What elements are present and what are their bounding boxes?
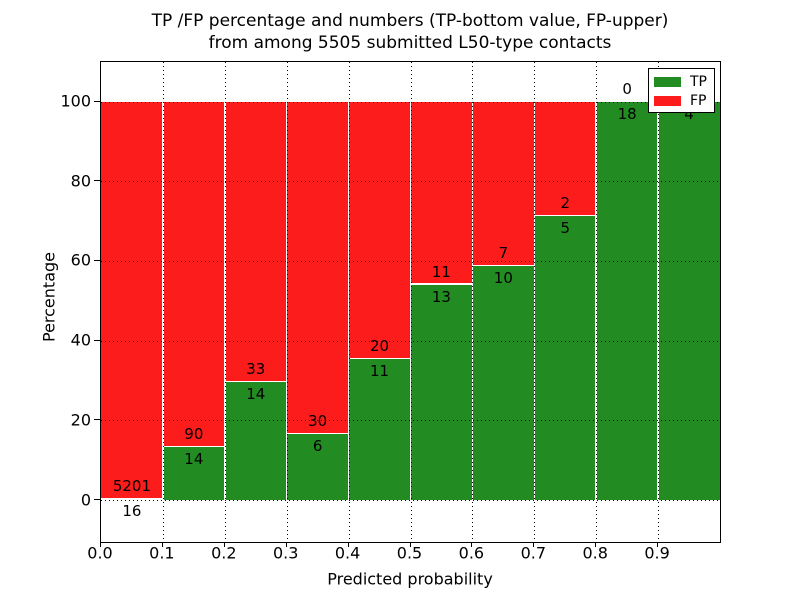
- x-tick-label: 0.6: [458, 543, 485, 563]
- bar-segment-fp: [162, 101, 225, 447]
- y-tick-label: 40: [70, 330, 91, 350]
- gridline-vertical: [658, 62, 660, 542]
- x-tick-label: 0.8: [582, 543, 608, 563]
- bar-count-label-tp: 13: [431, 287, 451, 306]
- bar-count-label-tp: 18: [617, 105, 637, 123]
- x-tick: [595, 542, 597, 547]
- bar-segment-tp: [410, 284, 473, 500]
- y-tick: [94, 259, 100, 261]
- legend-swatch: [654, 95, 681, 106]
- bar-segment-tp: [162, 446, 225, 500]
- y-tick: [94, 180, 100, 182]
- bar-count-label-fp: 7: [498, 244, 509, 263]
- bar-count-label-fp: 0: [622, 80, 632, 98]
- x-tick: [347, 542, 349, 547]
- y-tick-label: 60: [70, 250, 91, 270]
- x-tick-label: 0.7: [520, 543, 547, 563]
- chart-title: TP /FP percentage and numbers (TP-bottom…: [100, 10, 720, 54]
- x-tick: [409, 542, 411, 547]
- legend-swatch: [654, 76, 681, 87]
- x-tick-label: 0.4: [334, 543, 361, 563]
- x-tick-label: 0.3: [272, 543, 299, 563]
- bar-edge-boundary: [348, 357, 411, 360]
- bar-edge-boundary: [224, 380, 287, 383]
- bar-segment-fp: [286, 101, 349, 434]
- legend-entry-label: TP: [690, 73, 707, 90]
- legend-entry: FP: [654, 91, 714, 110]
- legend-entry: TP: [654, 72, 714, 91]
- bar-count-label-tp: 5: [560, 218, 571, 237]
- bar-count-label-fp: 2: [560, 193, 571, 212]
- bar-segment-fp: [101, 101, 163, 499]
- x-tick-label: 0.9: [644, 543, 670, 563]
- gridline-vertical: [348, 62, 350, 542]
- gridline-vertical: [596, 62, 598, 542]
- legend: TP FP: [648, 68, 715, 113]
- y-tick-label: 0: [80, 490, 91, 509]
- x-tick-label: 0.0: [87, 543, 113, 563]
- x-tick-label: 0.1: [149, 543, 175, 563]
- bar-edge-boundary: [101, 498, 163, 500]
- bar-count-label-fp: 90: [184, 424, 204, 443]
- bar-count-label-tp: 10: [493, 269, 513, 288]
- gridline-vertical: [410, 62, 412, 542]
- x-tick: [161, 542, 163, 547]
- gridline-vertical: [162, 62, 164, 542]
- bar-count-label-tp: 14: [246, 384, 266, 403]
- bar-segment-fp: [472, 101, 535, 266]
- gridline-vertical: [472, 62, 474, 542]
- bar-edge-boundary: [472, 264, 535, 267]
- y-tick: [94, 419, 100, 421]
- bar-segment-tp: [658, 101, 720, 500]
- bar-count-label-fp: 11: [431, 262, 451, 281]
- bar-count-label-fp: 30: [308, 412, 328, 431]
- y-tick-label: 80: [70, 171, 91, 191]
- bar-segment-tp: [472, 265, 535, 500]
- x-tick-label: 0.2: [211, 543, 237, 563]
- bar-segment-tp: [224, 381, 287, 500]
- bar-segment-tp: [286, 433, 349, 500]
- bar-edge-boundary: [534, 214, 597, 217]
- y-tick-label: 100: [60, 91, 91, 111]
- chart-title-line2: from among 5505 submitted L50-type conta…: [208, 33, 612, 53]
- bar-count-label-tp: 11: [370, 362, 390, 381]
- x-tick-label: 0.5: [396, 543, 423, 563]
- gridline-vertical: [224, 62, 226, 542]
- x-tick: [533, 542, 535, 547]
- bar-count-label-fp: 5201: [112, 477, 152, 496]
- x-tick: [657, 542, 659, 547]
- bar-segment-fp: [224, 101, 287, 382]
- bar-count-label-tp: 6: [312, 437, 323, 456]
- bar-segment-tp: [596, 101, 659, 500]
- bar-segment-fp: [348, 101, 411, 359]
- bar-count-label-fp: 33: [246, 359, 266, 378]
- bar-count-label-fp: 20: [370, 337, 390, 356]
- x-axis-label: Predicted probability: [327, 569, 493, 589]
- x-tick: [471, 542, 473, 547]
- bar-count-label-tp: 4: [684, 105, 694, 123]
- x-tick: [285, 542, 287, 547]
- bar-count-label-tp: 14: [184, 449, 204, 468]
- y-tick: [94, 499, 100, 500]
- gridline-vertical: [286, 62, 288, 542]
- bar-edge-boundary: [162, 445, 225, 448]
- y-axis-label: Percentage: [39, 251, 59, 343]
- y-tick: [94, 100, 100, 102]
- bar-segment-fp: [410, 101, 473, 285]
- bar-segment-tp: [534, 215, 597, 500]
- bar-edge-boundary: [286, 432, 349, 435]
- bar-segment-fp: [534, 101, 597, 216]
- x-tick: [223, 542, 225, 547]
- bar-segment-tp: [348, 358, 411, 500]
- gridline-vertical: [534, 62, 536, 542]
- bar-count-label-tp: 16: [122, 502, 142, 521]
- y-tick-label: 20: [70, 410, 91, 430]
- chart-title-line1: TP /FP percentage and numbers (TP-bottom…: [151, 11, 669, 31]
- legend-entry-label: FP: [690, 92, 707, 109]
- y-tick: [94, 339, 100, 341]
- x-tick: [100, 542, 101, 547]
- bar-edge-boundary: [410, 283, 473, 285]
